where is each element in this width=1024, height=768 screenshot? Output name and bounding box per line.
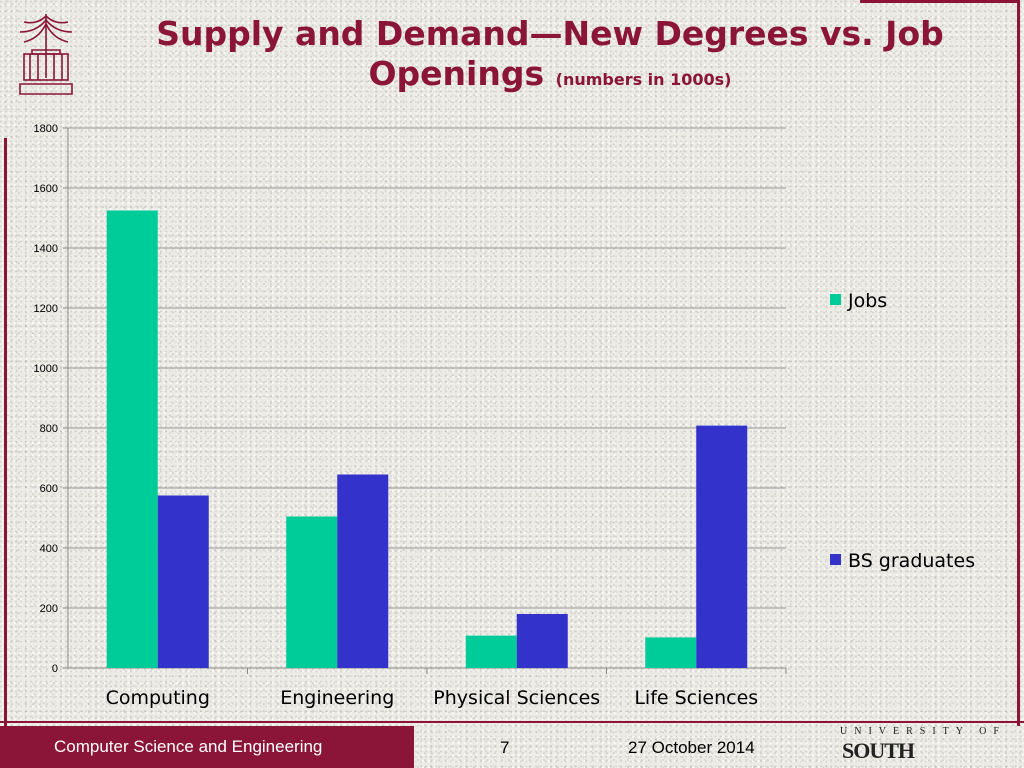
- bar-jobs-computing: [106, 210, 158, 668]
- x-category-label: Physical Sciences: [433, 687, 600, 709]
- page-number: 7: [500, 738, 510, 757]
- footer-divider: [0, 721, 1024, 723]
- bar-bs-graduates-physical-sciences: [516, 614, 568, 668]
- bar-jobs-physical-sciences: [465, 635, 517, 668]
- usc-logo-bottom: SOUTH CAROLINA.: [842, 738, 959, 768]
- y-tick-label: 1400: [34, 243, 58, 255]
- x-category-label: Life Sciences: [634, 687, 758, 709]
- legend-swatch: [830, 554, 841, 565]
- y-tick-label: 400: [40, 543, 58, 555]
- footer-department: Computer Science and Engineering: [0, 726, 414, 768]
- usc-logo-top: UNIVERSITY OF: [840, 726, 1006, 737]
- usc-logo: UNIVERSITY OF SOUTH CAROLINA.: [840, 724, 1018, 768]
- footer-date: 27 October 2014: [628, 738, 755, 757]
- x-category-label: Computing: [106, 687, 210, 709]
- x-axis-labels: Computing Engineering Physical Sciences Lif…: [106, 687, 759, 709]
- chart-bars: [106, 210, 748, 668]
- y-tick-label: 600: [40, 483, 58, 495]
- x-category-label: Engineering: [280, 687, 394, 709]
- y-tick-label: 1600: [34, 183, 58, 195]
- y-tick-label: 800: [40, 423, 58, 435]
- y-axis-ticks: 0 200 400 600 800 1000 1200 1400 1600 1800: [34, 123, 58, 675]
- legend-swatch: [830, 294, 841, 305]
- bar-jobs-life-sciences: [645, 637, 697, 668]
- right-border: [1017, 0, 1020, 726]
- y-tick-label: 200: [40, 603, 58, 615]
- y-tick-label: 1800: [34, 123, 58, 135]
- title-main: Supply and Demand—New Degrees vs. Job Op…: [156, 14, 944, 93]
- bar-bs-graduates-engineering: [337, 474, 389, 668]
- bar-jobs-engineering: [286, 516, 338, 668]
- bar-bs-graduates-life-sciences: [696, 425, 748, 668]
- bar-chart: 0 200 400 600 800 1000 1200 1400 1600 1800 Comput…: [34, 123, 976, 709]
- slide-title: Supply and Demand—New Degrees vs. Job Op…: [90, 14, 1010, 100]
- y-tick-label: 0: [52, 663, 58, 675]
- title-subtitle: (numbers in 1000s): [555, 70, 732, 89]
- legend-label: Jobs: [847, 290, 887, 312]
- bar-bs-graduates-computing: [157, 495, 209, 668]
- left-border: [4, 138, 7, 726]
- y-tick-label: 1200: [34, 303, 58, 315]
- top-border: [860, 0, 1020, 3]
- y-tick-label: 1000: [34, 363, 58, 375]
- palmetto-logo-icon: [19, 14, 73, 95]
- chart-legend: Jobs BS graduates: [830, 290, 975, 572]
- legend-label: BS graduates: [848, 550, 975, 572]
